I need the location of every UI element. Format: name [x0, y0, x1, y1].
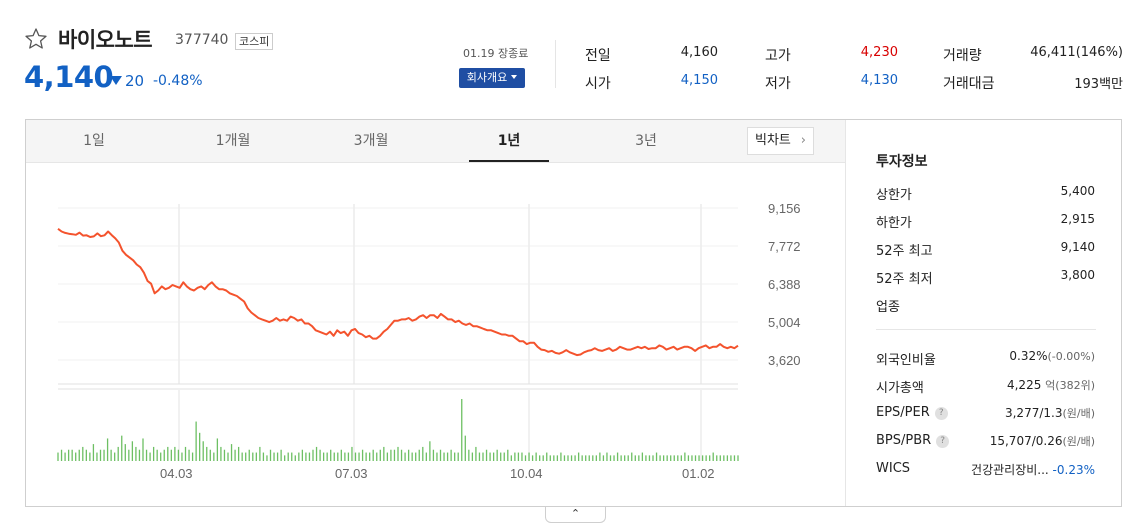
y-tick-label: 9,156 [768, 201, 801, 216]
tab-1month[interactable]: 1개월 [215, 133, 251, 149]
trade-value: 193백만 [1074, 77, 1123, 92]
price-line [57, 228, 739, 357]
help-icon[interactable]: ? [934, 407, 948, 420]
prev-close-value: 4,160 [680, 45, 718, 60]
trade-value-label: 거래대금 [943, 76, 995, 92]
lower-limit-value: 2,915 [1060, 212, 1095, 226]
bps-pbr: 15,707/0.26 [989, 434, 1063, 448]
chart-panel: 1일 1개월 3개월 1년 3년 빅차트 › 9,156 7,772 6,388 5,0… [25, 119, 1122, 507]
tab-3year[interactable]: 3년 [635, 133, 657, 149]
low-value: 4,130 [860, 73, 898, 88]
low52-value: 3,800 [1060, 268, 1095, 282]
header-divider [555, 40, 556, 88]
company-overview-label: 회사개요 [466, 71, 508, 84]
foreign-ratio-label: 외국인비율 [876, 353, 936, 368]
eps-per-text: EPS/PER [876, 405, 930, 420]
tab-3month[interactable]: 3개월 [353, 133, 389, 149]
open-value: 4,150 [680, 73, 718, 88]
high52-value: 9,140 [1060, 240, 1095, 254]
market-cap-unit: 억 [1045, 379, 1056, 392]
sector-label: 업종 [876, 300, 900, 315]
high52-label: 52주 최고 [876, 244, 933, 259]
low52-label: 52주 최저 [876, 272, 933, 287]
eps-per-label: EPS/PER? [876, 405, 948, 420]
stock-code: 377740 [175, 32, 229, 48]
x-tick-label: 04.03 [160, 466, 193, 481]
eps-per-unit: (원/배) [1062, 407, 1095, 420]
down-arrow-icon [110, 76, 122, 85]
collapse-button[interactable]: ⌃ [545, 507, 606, 523]
upper-limit-value: 5,400 [1060, 184, 1095, 198]
foreign-ratio-value: 0.32%(-0.00%) [1009, 349, 1095, 363]
x-tick-label: 10.04 [510, 466, 543, 481]
foreign-ratio-change: (-0.00%) [1047, 350, 1096, 363]
bps-pbr-label: BPS/PBR? [876, 433, 950, 448]
active-tab-underline [469, 160, 549, 162]
current-price: 4,140 [24, 60, 114, 94]
eps-per: 3,277/1.3 [1004, 406, 1063, 420]
volume-label: 거래량 [943, 48, 982, 64]
upper-limit-label: 상한가 [876, 188, 912, 203]
y-tick-label: 3,620 [768, 353, 801, 368]
market-date-status: 01.19 장종료 [463, 47, 529, 60]
price-change-value: 20 [125, 72, 145, 90]
prev-close-label: 전일 [585, 48, 611, 64]
wics-label: WICS [876, 461, 911, 476]
market-cap: 4,225 [1006, 378, 1042, 392]
price-chart[interactable]: 9,156 7,772 6,388 5,004 3,620 04.03 07.03 10.04… [26, 164, 845, 506]
x-tick-label: 01.02 [682, 466, 715, 481]
y-tick-label: 6,388 [768, 277, 801, 292]
chevron-right-icon: › [800, 133, 806, 148]
eps-per-value: 3,277/1.3(원/배) [1005, 405, 1095, 421]
volume-value: 46,411(146%) [1030, 45, 1123, 60]
wics-value: 건강관리장비... -0.23% [971, 461, 1095, 478]
chevron-up-icon: ⌃ [570, 507, 581, 520]
period-tabs: 1일 1개월 3개월 1년 3년 빅차트 › [26, 120, 845, 163]
side-divider [876, 329, 1096, 330]
price-change-pct: -0.48% [153, 73, 203, 89]
investment-info: 투자정보 상한가 5,400 하한가 2,915 52주 최고 9,140 52… [845, 120, 1121, 506]
lower-limit-label: 하한가 [876, 216, 912, 231]
y-tick-label: 7,772 [768, 239, 801, 254]
stock-name: 바이오노트 [58, 28, 153, 52]
caret-down-icon [511, 75, 518, 79]
foreign-ratio: 0.32% [1009, 349, 1048, 363]
high-value: 4,230 [860, 45, 898, 60]
bps-pbr-text: BPS/PBR [876, 433, 932, 448]
favorite-star-icon[interactable] [24, 27, 48, 51]
y-tick-label: 5,004 [768, 315, 801, 330]
market-cap-rank: (382위) [1055, 379, 1095, 392]
price-change: 20 [110, 72, 144, 90]
tab-1day[interactable]: 1일 [83, 133, 105, 149]
high-label: 고가 [765, 48, 791, 64]
bps-pbr-value: 15,707/0.26(원/배) [990, 433, 1095, 449]
bps-pbr-unit: (원/배) [1062, 435, 1095, 448]
company-overview-button[interactable]: 회사개요 [459, 68, 525, 88]
low-label: 저가 [765, 76, 791, 92]
wics-change: -0.23% [1052, 463, 1095, 477]
market-badge: 코스피 [235, 33, 274, 50]
market-cap-value: 4,225 억(382위) [1007, 377, 1095, 393]
tab-1year[interactable]: 1년 [497, 133, 521, 149]
investment-info-title: 투자정보 [876, 154, 928, 170]
wics-sector[interactable]: 건강관리장비... [971, 463, 1049, 477]
bigchart-label: 빅차트 [755, 133, 791, 148]
x-tick-label: 07.03 [335, 466, 368, 481]
market-cap-label: 시가총액 [876, 381, 924, 396]
bigchart-button[interactable]: 빅차트 › [747, 127, 814, 155]
help-icon[interactable]: ? [936, 435, 950, 448]
open-label: 시가 [585, 76, 611, 92]
